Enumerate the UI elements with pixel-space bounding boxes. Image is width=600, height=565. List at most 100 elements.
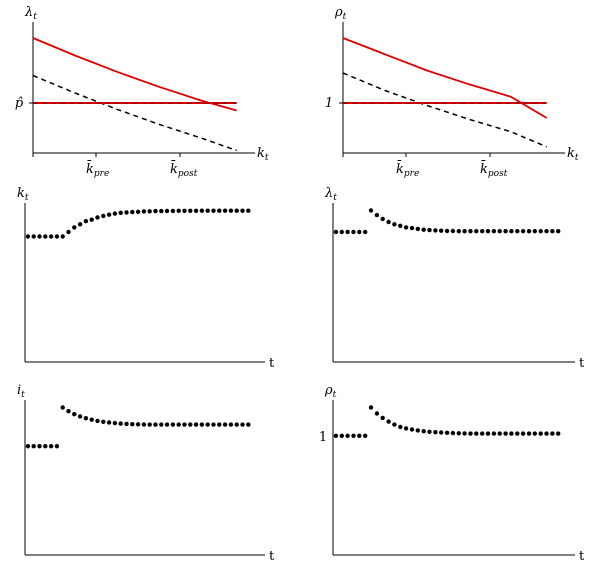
data-point <box>188 422 193 427</box>
data-point <box>118 210 123 215</box>
data-point <box>164 422 170 427</box>
data-point <box>474 431 479 436</box>
data-point <box>60 234 65 239</box>
y-axis-label: ρt <box>334 5 347 22</box>
data-point <box>532 431 537 436</box>
data-point <box>240 208 245 213</box>
series-line-2 <box>342 72 547 148</box>
data-point <box>532 229 537 234</box>
data-point <box>234 422 239 427</box>
data-point <box>228 208 234 213</box>
x-tick-label-pre: k̄pre <box>86 160 109 179</box>
data-point <box>112 420 118 426</box>
y-axis-label: kt <box>17 186 29 203</box>
data-point <box>468 431 473 436</box>
data-point <box>439 430 444 435</box>
data-point <box>25 444 31 449</box>
data-point <box>43 234 48 239</box>
data-point <box>415 226 420 232</box>
series-line-1 <box>32 37 237 112</box>
data-point <box>159 208 164 214</box>
series-line-2 <box>32 74 237 152</box>
data-point <box>351 433 356 438</box>
data-point <box>333 229 339 235</box>
data-point <box>66 409 71 414</box>
data-point <box>363 229 368 235</box>
data-point <box>520 431 526 436</box>
data-point <box>48 234 54 239</box>
data-point <box>357 229 362 235</box>
data-point <box>392 222 397 227</box>
data-point <box>433 430 438 435</box>
data-point <box>497 431 502 436</box>
data-point <box>491 229 497 234</box>
data-point <box>72 412 77 417</box>
chart-panel-1: λt kt p̂ k̄pre k̄post <box>15 5 269 179</box>
data-point <box>456 229 461 234</box>
data-point <box>509 431 514 436</box>
data-point <box>550 431 555 436</box>
data-point <box>222 208 228 213</box>
data-point <box>415 428 420 433</box>
data-point <box>345 433 350 438</box>
data-point <box>503 229 508 234</box>
data-point <box>37 234 42 239</box>
data-point <box>515 431 520 436</box>
data-point <box>124 210 129 215</box>
y-axis-label: λt <box>324 186 337 203</box>
data-point <box>544 431 549 436</box>
data-point <box>211 208 216 213</box>
data-point <box>409 427 415 432</box>
data-point <box>112 211 118 216</box>
series-line-1 <box>342 37 548 119</box>
x-axis-label: t <box>579 356 585 371</box>
data-point <box>538 431 543 436</box>
data-point <box>135 422 141 427</box>
data-point <box>246 422 251 427</box>
data-point <box>433 228 438 233</box>
x-axis-label: t <box>269 356 275 371</box>
data-point <box>217 422 222 427</box>
data-point <box>509 229 514 234</box>
data-point <box>199 208 205 213</box>
data-point <box>480 431 485 436</box>
data-point <box>95 215 100 220</box>
data-point <box>199 422 205 427</box>
data-point <box>351 229 356 235</box>
data-point <box>538 229 543 234</box>
data-point <box>176 422 181 427</box>
y-tick-label: 1 <box>325 96 333 111</box>
data-point <box>106 212 112 217</box>
x-axis-label: t <box>269 549 275 564</box>
data-point <box>95 418 100 424</box>
x-axis-label: kt <box>567 146 579 163</box>
data-point <box>118 421 123 426</box>
data-point <box>444 228 450 234</box>
x-axis-label: kt <box>257 146 269 163</box>
data-point <box>556 229 561 234</box>
data-point <box>205 422 210 427</box>
data-point <box>182 422 187 427</box>
data-point <box>550 229 555 234</box>
data-point <box>147 209 152 214</box>
y-axis-label: it <box>17 383 25 400</box>
data-point <box>368 208 374 213</box>
data-point <box>37 444 42 449</box>
data-point <box>240 422 245 427</box>
data-point <box>211 422 216 427</box>
data-point <box>31 234 36 239</box>
data-point <box>485 431 491 436</box>
data-point <box>409 225 415 231</box>
data-point <box>101 419 106 424</box>
data-point <box>147 422 152 427</box>
data-point <box>427 227 432 233</box>
data-point <box>83 219 89 224</box>
data-point <box>520 229 526 234</box>
x-tick-label-post: k̄post <box>170 160 198 179</box>
data-point <box>363 433 368 438</box>
x-tick-label-pre: k̄pre <box>396 160 419 179</box>
data-point <box>176 208 181 213</box>
data-point <box>135 209 141 214</box>
data-point <box>60 405 65 410</box>
data-point <box>222 422 228 427</box>
